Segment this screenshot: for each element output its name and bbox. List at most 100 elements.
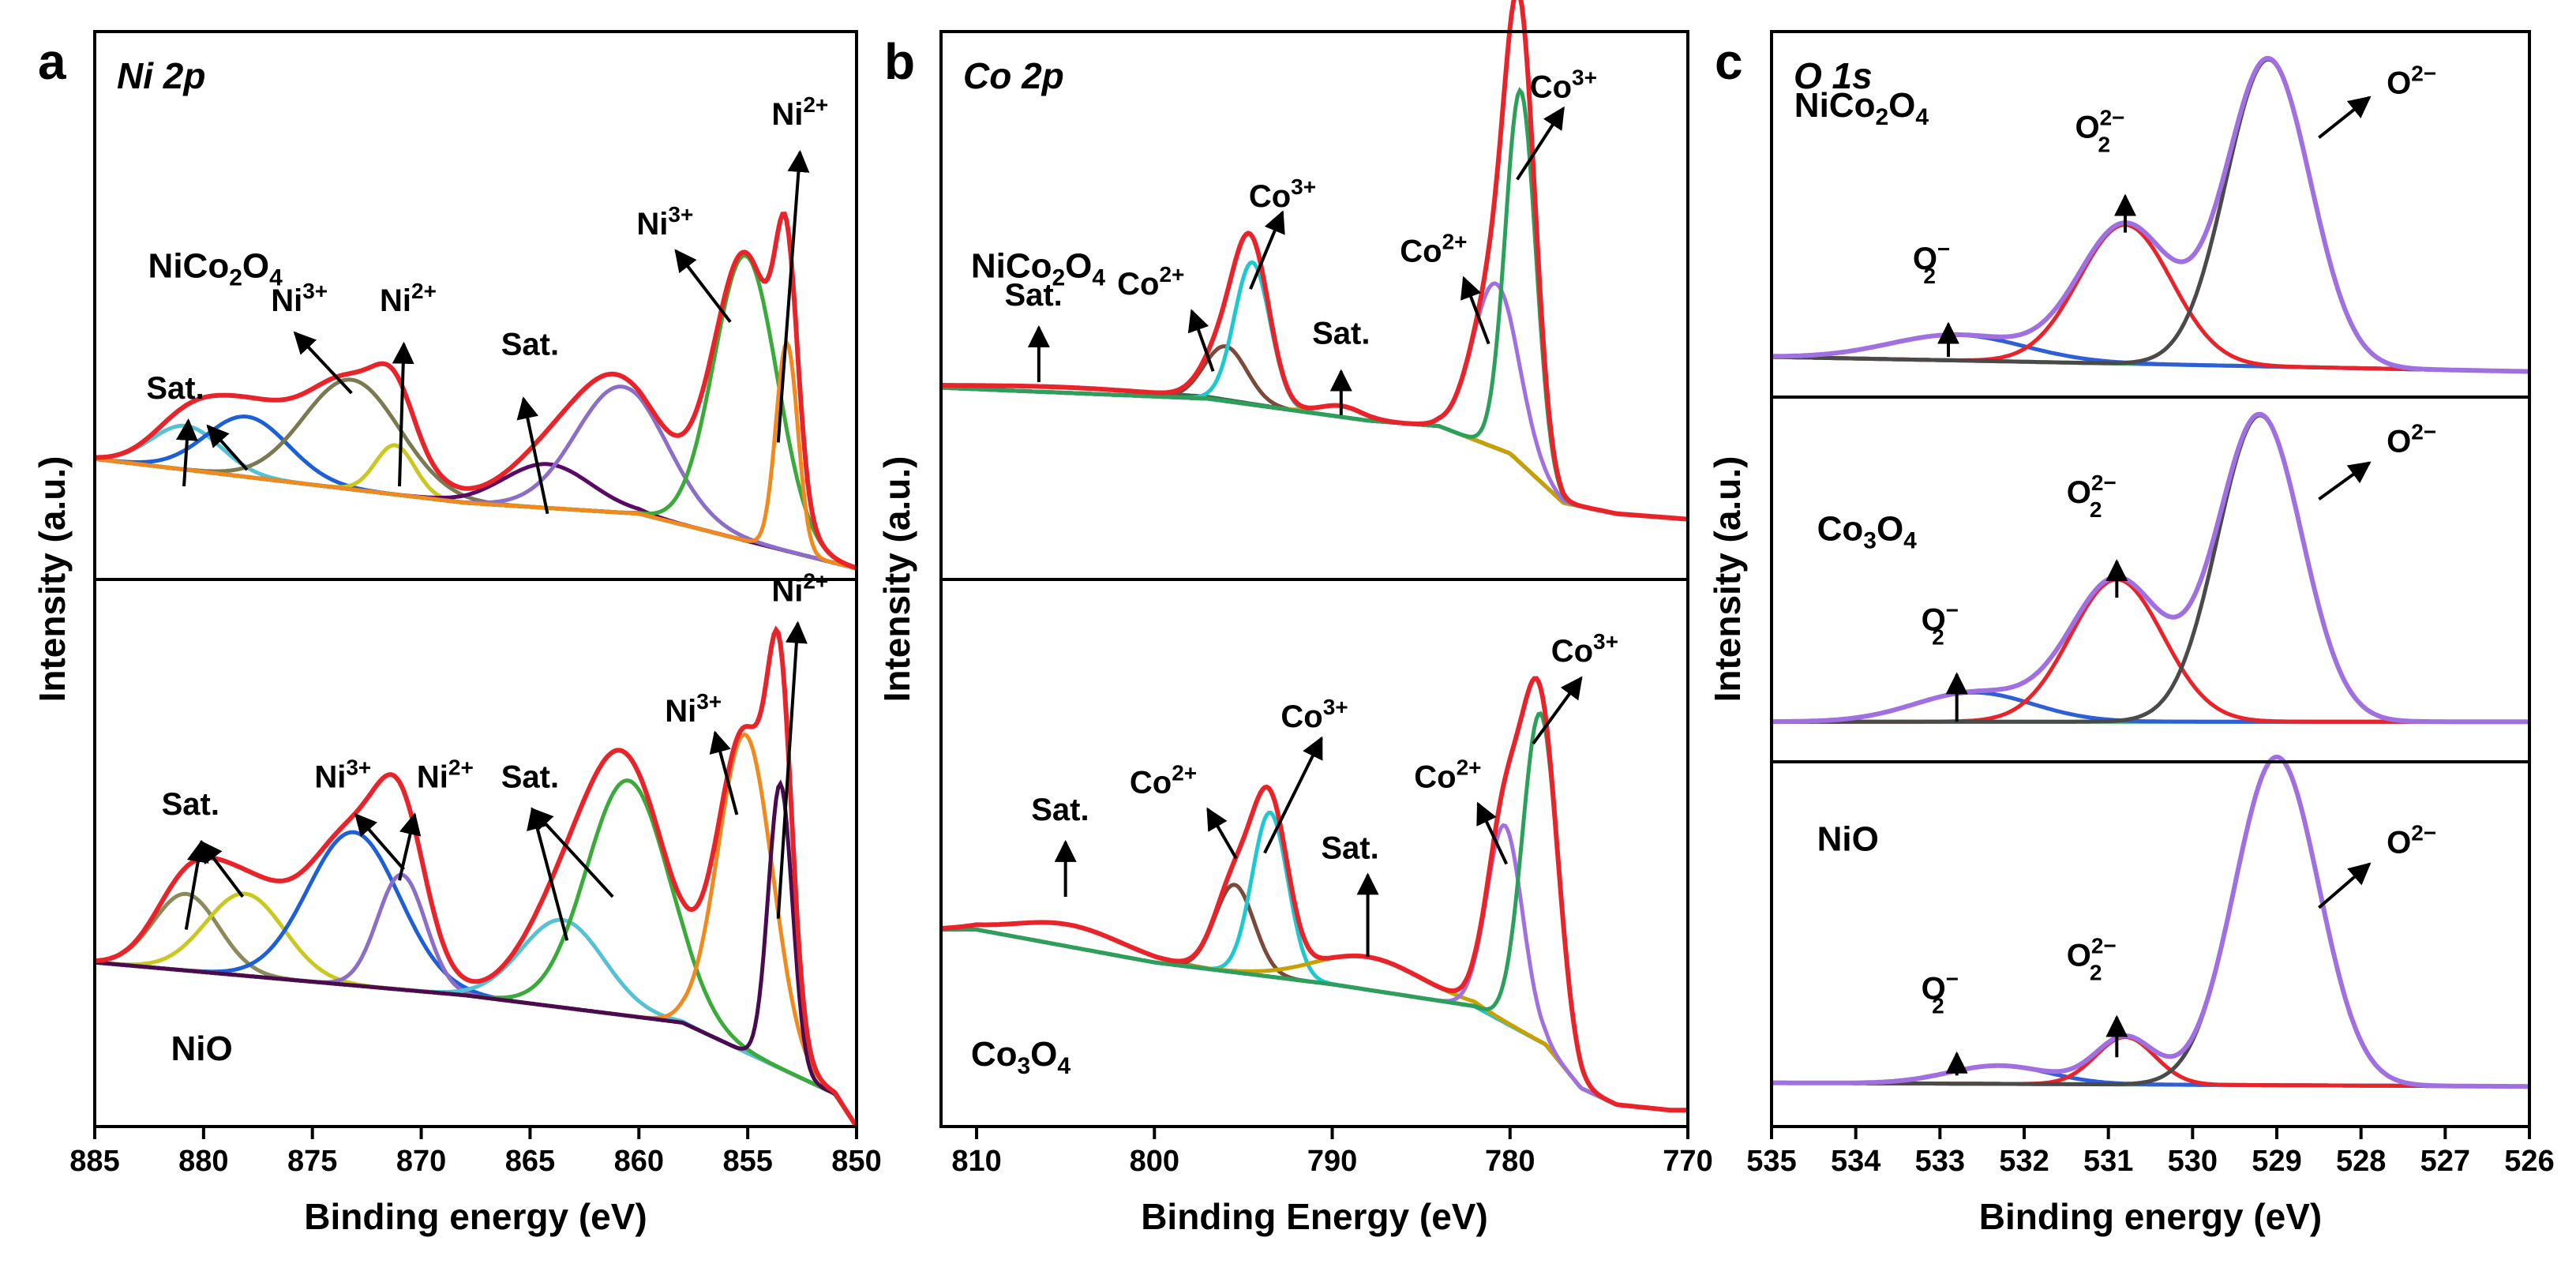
fit-component-peak [94, 779, 859, 1128]
annotation-species: Sat. [1031, 793, 1089, 827]
annotation-arrow [1532, 676, 1583, 745]
annotation-species: O [2387, 66, 2411, 101]
fit-component-peak [94, 778, 859, 1128]
fit-envelope [940, 676, 1688, 1113]
annotation-species: Sat. [146, 371, 204, 406]
annotation-arrow [1460, 276, 1490, 345]
sample-label: NiO [1817, 819, 1879, 858]
peak-annotation-label: Sat. [1312, 317, 1370, 351]
peak-annotation-label: Sat. [162, 787, 219, 822]
annotation-arrow [392, 341, 414, 487]
formula-text: NiO [171, 1029, 233, 1068]
peak-annotation-label: O2− [2387, 62, 2436, 101]
formula-text: O [1888, 86, 1915, 125]
formula-subscript: 4 [1915, 104, 1929, 130]
formula-subscript: 2 [229, 264, 242, 291]
annotation-species: Co [1130, 765, 1172, 800]
annotation-arrow [398, 812, 422, 881]
background-baseline [94, 456, 857, 571]
annotation-superscript: 2+ [411, 279, 437, 303]
peak-annotation-label: Co2+ [1130, 760, 1197, 800]
annotation-arrow [531, 807, 614, 898]
fit-component-peak [1772, 690, 2529, 724]
panel-c: NiCo2​O4​O−2O2−2O2−Co3​O4​O−2O2−2O2−NiOO… [1707, 30, 2555, 1237]
x-tick-label: 770 [1663, 1145, 1712, 1178]
annotation-arrow [206, 424, 249, 471]
annotation-species: Sat. [1004, 278, 1062, 313]
formula-text: NiCo [148, 246, 230, 285]
annotation-arrow [2318, 862, 2372, 909]
y-axis-title: Intensity (a.u.) [1707, 456, 1748, 703]
peak-annotation-label: O2− [2387, 821, 2436, 860]
annotation-superscript: 2+ [1457, 755, 1482, 779]
formula-subscript: 3 [1017, 1053, 1030, 1079]
x-tick-label: 860 [614, 1145, 664, 1178]
peak-annotation-label: Co2+ [1414, 755, 1481, 794]
peak-annotation-label: Co3+ [1551, 629, 1618, 669]
peak-annotation-label: Sat. [146, 371, 204, 406]
fit-component-peak [94, 443, 857, 571]
x-tick-label: 530 [2168, 1145, 2218, 1178]
x-axis-title: Binding energy (eV) [304, 1196, 647, 1237]
peak-annotation-label: O2− 2 [2067, 934, 2117, 985]
fit-component-peak [94, 917, 859, 1128]
sample-label: Co3​O4​ [1817, 510, 1918, 554]
annotation-species: Ni [636, 207, 668, 242]
annotation-arrow [1476, 801, 1509, 865]
panel-frame [939, 30, 1689, 1128]
annotation-species: Ni [771, 97, 803, 132]
formula-text: NiCo [971, 246, 1052, 285]
panel-frame [1770, 30, 2531, 1128]
annotation-species: Ni [665, 694, 696, 729]
annotation-superscript: 3+ [302, 279, 328, 303]
sample-label: Co3​O4​ [971, 1035, 1071, 1079]
subplot-b-0: NiCo2​O4​Sat.Co2+Co3+Sat.Co2+Co3+ [940, 0, 1689, 522]
peak-annotation-label: Ni2+ [771, 569, 828, 609]
annotation-superscript: 2+ [803, 569, 828, 594]
formula-text: NiO [1817, 819, 1879, 858]
annotation-superscript: 2+ [448, 755, 474, 779]
x-tick-label: 885 [69, 1145, 119, 1178]
formula-subscript: 4 [1092, 264, 1105, 291]
peak-annotation-label: O2− [2387, 419, 2436, 459]
annotation-superscript: 2− [2411, 821, 2436, 845]
annotation-superscript: 2− [2411, 419, 2436, 444]
annotation-superscript: 2− [2091, 934, 2117, 958]
peak-annotation-label: O− 2 [1913, 237, 1950, 288]
formula-text: O [1030, 1035, 1057, 1074]
annotation-species: Ni [417, 759, 448, 794]
annotation-superscript: − [1946, 598, 1959, 623]
annotation-species: Co [1414, 759, 1456, 794]
fit-component-peak [941, 883, 1688, 1112]
annotation-superscript: 3+ [346, 755, 371, 779]
annotation-superscript: 2+ [803, 92, 828, 117]
annotation-species: Ni [380, 283, 411, 318]
annotation-species: Co [1551, 634, 1593, 669]
x-tick-label: 850 [831, 1145, 881, 1178]
formula-text: O [1877, 510, 1903, 549]
annotation-species: O [1922, 603, 1946, 638]
annotation-arrow [1263, 736, 1323, 854]
core-level-title: Co 2p [963, 55, 1064, 96]
x-tick-label: 527 [2420, 1145, 2470, 1178]
peak-annotation-label: Co2+ [1400, 229, 1467, 268]
fit-component-peak [94, 253, 857, 570]
core-level-title: O 1s [1794, 55, 1873, 96]
peak-annotation-label: Sat. [501, 759, 559, 794]
peak-annotation-label: O− 2 [1922, 598, 1959, 650]
x-tick-label: 533 [1915, 1145, 1965, 1178]
peak-annotation-label: Co2+ [1117, 262, 1184, 302]
panel-letter: c [1715, 33, 1743, 90]
x-tick-label: 855 [722, 1145, 772, 1178]
peak-annotation-label: Sat. [501, 327, 559, 362]
annotation-superscript: 3+ [696, 689, 722, 714]
annotation-superscript: − [1946, 966, 1959, 991]
annotation-subscript: 2 [1932, 993, 1944, 1018]
annotation-arrow [709, 730, 739, 815]
annotation-arrow [175, 418, 198, 487]
annotation-superscript: 2+ [1159, 262, 1184, 287]
x-tick-label: 526 [2504, 1145, 2554, 1178]
x-tick-label: 875 [287, 1145, 337, 1178]
peak-annotation-label: Ni3+ [665, 689, 722, 729]
